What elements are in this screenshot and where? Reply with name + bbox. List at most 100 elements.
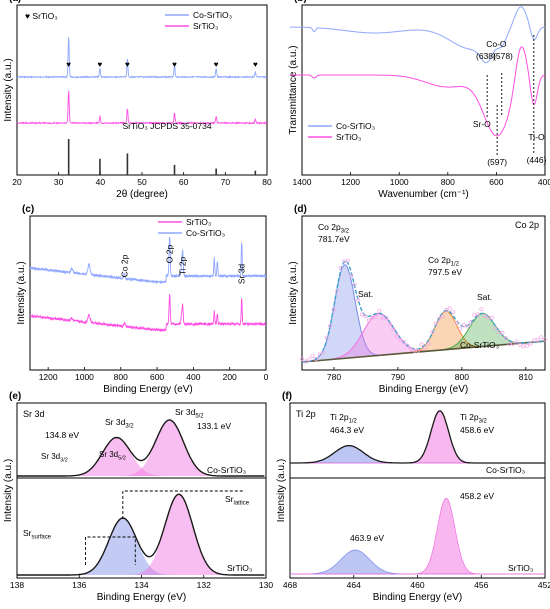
- peak-value: 458.2 eV: [460, 491, 494, 501]
- panel-label: (c): [22, 204, 34, 215]
- x-tick-label: 1200: [341, 177, 360, 187]
- peak-value: 797.5 eV: [428, 267, 462, 277]
- x-tick-label: 1400: [293, 177, 312, 187]
- peak-label: Ti 2p: [178, 256, 188, 275]
- raw-data-point: [511, 341, 515, 346]
- x-axis-label: 2θ (degree): [116, 189, 168, 200]
- legend-label: SrTiO₃: [186, 217, 211, 227]
- raw-data-point: [324, 335, 329, 340]
- raw-data-point: [380, 316, 385, 321]
- raw-data-point: [528, 341, 533, 346]
- peak-value: 463.9 eV: [350, 533, 384, 543]
- ftir-series-line: [289, 46, 546, 137]
- raw-data-point: [489, 315, 494, 320]
- legend-label: SrTiO₃: [336, 132, 361, 142]
- ftir-series-line: [289, 6, 546, 64]
- peak-label: O 2p: [165, 245, 175, 264]
- raw-data-point: [454, 320, 459, 325]
- raw-data-point: [444, 307, 449, 312]
- band-annotation: Sr-O: [473, 119, 491, 129]
- peak-value: 134.8 eV: [45, 430, 79, 440]
- raw-data-point: [373, 314, 378, 319]
- raw-data-point: [405, 343, 410, 348]
- raw-data-point: [359, 312, 364, 317]
- raw-data-point: [468, 320, 473, 325]
- x-tick-label: 464: [347, 580, 361, 590]
- raw-data-point: [493, 325, 498, 330]
- raw-data-point: [370, 316, 375, 320]
- peak-label: Sr 3d5/2: [175, 407, 204, 420]
- x-axis-label: Binding Energy (eV): [103, 384, 193, 395]
- plot-frame: [301, 4, 546, 176]
- xps-survey-line: [29, 236, 267, 285]
- corner-label: Sr 3d: [23, 409, 45, 419]
- corner-label: Ti 2p: [296, 409, 316, 419]
- peak-label-main: Sat.: [477, 292, 492, 302]
- peak-label-main: Co 2p: [318, 222, 341, 232]
- peak-label: Sr 3d3/2: [41, 452, 68, 464]
- x-tick-label: 790: [391, 372, 405, 382]
- raw-data-point: [377, 308, 382, 313]
- panel-d: 780 790 800 810 Binding Energy (eV) Intensity…: [288, 204, 547, 395]
- raw-data-point: [387, 321, 392, 326]
- raw-data-point: [398, 337, 403, 342]
- raw-data-point: [345, 258, 350, 263]
- x-tick-label: 40: [96, 177, 106, 187]
- fit-peak-area: [17, 437, 266, 476]
- sample-label: SrTiO₃: [508, 563, 533, 573]
- raw-data-point: [338, 266, 343, 270]
- corner-label: Co 2p: [515, 220, 539, 230]
- panel-label: (d): [294, 204, 307, 215]
- peak-label: Srsurface: [23, 528, 52, 541]
- raw-data-point: [416, 348, 421, 353]
- raw-data-point: [500, 331, 505, 335]
- x-tick-label: 0: [264, 372, 269, 382]
- band-annotation: Co-O: [486, 39, 507, 49]
- panel-a: 20 30 40 50 60 70 80 2θ (degree) Intensity (a.u.…: [3, 0, 272, 200]
- xps-survey-line: [29, 294, 267, 333]
- raw-data-point: [437, 317, 442, 322]
- xrd-series-line: [16, 90, 268, 126]
- x-tick-label: 134: [134, 580, 148, 590]
- xrd-series-line: [16, 37, 268, 80]
- heart-marker-icon: ♥: [253, 60, 258, 69]
- peak-label-main: Sr: [23, 528, 32, 538]
- fit-peak-area: [17, 518, 266, 575]
- x-tick-label: 130: [259, 580, 273, 590]
- marker-legend: ♥ SrTiO₃: [25, 11, 58, 21]
- raw-data-point: [535, 338, 540, 343]
- fit-envelope: [17, 419, 265, 477]
- peak-label-sub: 3/2: [60, 458, 68, 464]
- peak-label-sub: 3/2: [479, 419, 487, 425]
- annotation-dashed-line: [85, 536, 136, 565]
- peak-label-main: Ti 2p: [330, 412, 349, 422]
- peak-value: 464.3 eV: [330, 425, 364, 435]
- x-tick-label: 600: [150, 372, 164, 382]
- peak-label-main: Sr 3d: [99, 450, 118, 459]
- peak-label-main: Sr 3d: [105, 417, 126, 427]
- x-tick-label: 80: [262, 177, 272, 187]
- plot-frame: [301, 215, 546, 371]
- raw-data-point: [482, 313, 487, 318]
- raw-data-point: [395, 334, 399, 339]
- peak-value: 133.1 eV: [197, 421, 231, 431]
- x-axis-label: Wavenumber (cm⁻¹): [378, 189, 468, 200]
- x-tick-label: 1200: [39, 372, 58, 382]
- fit-peak-area: [290, 410, 545, 464]
- legend-label: Co-SrTiO₃: [336, 121, 375, 131]
- raw-data-point: [504, 336, 508, 341]
- y-axis-label: Intensity (a.u.): [3, 459, 14, 522]
- panel-c: 1200 1000 800 600 400 200 0 Binding Energy (eV)…: [16, 204, 269, 395]
- band-annotation: (597): [487, 157, 507, 167]
- peak-label: Sr 3d5/2: [99, 450, 126, 462]
- raw-data-point: [335, 289, 340, 294]
- peak-label-sub: 3/2: [341, 229, 349, 235]
- raw-data-point: [391, 327, 396, 332]
- x-tick-label: 50: [137, 177, 147, 187]
- y-axis-label: Intensity (a.u.): [3, 58, 14, 121]
- peak-label: Sat.: [477, 292, 492, 302]
- legend-label: SrTiO₃: [193, 21, 218, 31]
- peak-label-sub: lattice: [234, 501, 250, 507]
- panel-label: (a): [9, 0, 21, 4]
